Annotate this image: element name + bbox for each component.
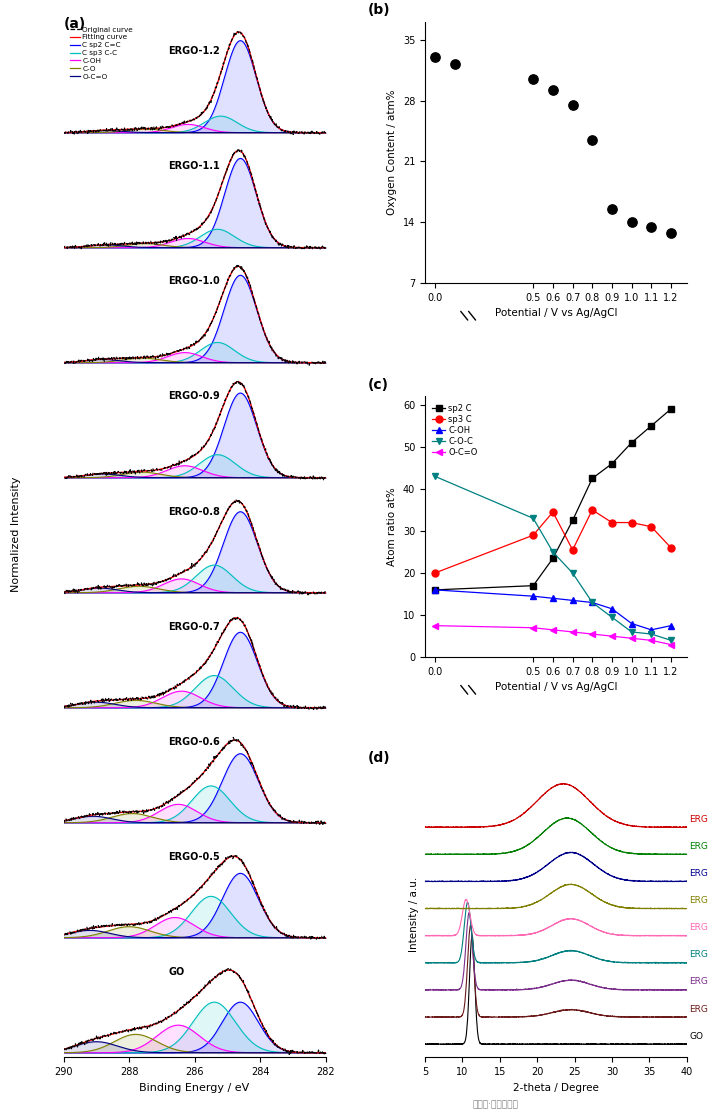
Text: ERGO-1.2: ERGO-1.2 xyxy=(689,815,708,824)
X-axis label: 2-theta / Degree: 2-theta / Degree xyxy=(513,1083,599,1093)
Text: ERGO-1.0: ERGO-1.0 xyxy=(169,276,220,286)
Y-axis label: Atom ratio at%: Atom ratio at% xyxy=(387,487,397,567)
C-OH xyxy=(627,617,636,630)
Text: ERGO-0.8: ERGO-0.8 xyxy=(689,923,708,933)
O-C=O xyxy=(627,631,636,644)
sp2 C xyxy=(569,514,577,528)
Text: ERGO-0.5: ERGO-0.5 xyxy=(169,851,220,861)
Y-axis label: Oxygen Content / atm%: Oxygen Content / atm% xyxy=(387,90,397,216)
Point xyxy=(646,218,657,236)
Text: (b): (b) xyxy=(367,3,390,18)
C-OH xyxy=(667,619,675,632)
sp2 C xyxy=(607,457,616,471)
Point xyxy=(429,48,440,66)
Text: ERGO-0.5: ERGO-0.5 xyxy=(689,1005,708,1014)
C-O-C xyxy=(569,567,577,580)
Text: ERGO-1.0: ERGO-1.0 xyxy=(689,869,708,878)
C-O-C xyxy=(588,595,597,609)
Y-axis label: Intensity / a.u.: Intensity / a.u. xyxy=(409,876,419,952)
sp3 C xyxy=(627,516,636,530)
O-C=O xyxy=(667,638,675,651)
C-O-C xyxy=(529,512,537,525)
sp3 C xyxy=(569,543,577,556)
Text: ERGO-0.8: ERGO-0.8 xyxy=(169,506,220,516)
Text: ERGO-0.7: ERGO-0.7 xyxy=(689,951,708,959)
C-O-C xyxy=(430,470,439,483)
Text: GO: GO xyxy=(169,966,185,976)
Line: O-C=O: O-C=O xyxy=(431,622,675,648)
X-axis label: Binding Energy / eV: Binding Energy / eV xyxy=(139,1083,250,1093)
sp3 C xyxy=(430,567,439,580)
C-O-C xyxy=(607,611,616,624)
C-OH xyxy=(647,623,656,637)
sp3 C xyxy=(529,529,537,542)
O-C=O xyxy=(588,628,597,641)
C-O-C xyxy=(667,633,675,647)
X-axis label: Potential / V vs Ag/AgCl: Potential / V vs Ag/AgCl xyxy=(495,308,617,318)
Point xyxy=(666,224,677,242)
Point xyxy=(449,55,460,72)
Text: ERGO-0.9: ERGO-0.9 xyxy=(169,392,220,402)
O-C=O xyxy=(430,619,439,632)
sp3 C xyxy=(647,520,656,533)
O-C=O xyxy=(529,621,537,634)
Point xyxy=(606,200,617,218)
sp3 C xyxy=(667,541,675,554)
Line: sp3 C: sp3 C xyxy=(431,506,675,577)
Point xyxy=(567,96,578,114)
sp3 C xyxy=(549,505,557,519)
Point xyxy=(527,70,539,88)
Text: ERGO-0.9: ERGO-0.9 xyxy=(689,896,708,905)
Text: ERGO-1.1: ERGO-1.1 xyxy=(169,161,220,171)
Text: ERGO-1.2: ERGO-1.2 xyxy=(169,47,220,57)
Text: (a): (a) xyxy=(64,17,86,31)
sp2 C xyxy=(588,472,597,485)
Text: Normalized Intensity: Normalized Intensity xyxy=(11,476,21,592)
C-OH xyxy=(569,593,577,607)
Text: (c): (c) xyxy=(367,377,389,392)
C-O-C xyxy=(647,628,656,641)
O-C=O xyxy=(647,633,656,647)
C-OH xyxy=(549,592,557,605)
C-OH xyxy=(607,602,616,615)
X-axis label: Potential / V vs Ag/AgCl: Potential / V vs Ag/AgCl xyxy=(495,682,617,692)
Text: ERGO-0.6: ERGO-0.6 xyxy=(169,737,220,747)
sp2 C xyxy=(647,420,656,433)
sp3 C xyxy=(607,516,616,530)
sp3 C xyxy=(588,503,597,516)
Legend: Original curve, Fitting curve, C sp2 C=C, C sp3 C-C, C-OH, C-O, O-C=O: Original curve, Fitting curve, C sp2 C=C… xyxy=(67,23,136,82)
Text: 公众号·石墨烯研究: 公众号·石墨烯研究 xyxy=(473,1101,518,1110)
Text: (d): (d) xyxy=(367,751,390,765)
Legend: sp2 C, sp3 C, C-OH, C-O-C, O-C=O: sp2 C, sp3 C, C-OH, C-O-C, O-C=O xyxy=(429,401,481,461)
Point xyxy=(587,130,598,148)
sp2 C xyxy=(430,583,439,597)
C-OH xyxy=(588,595,597,609)
sp2 C xyxy=(529,579,537,592)
C-OH xyxy=(430,583,439,597)
Line: sp2 C: sp2 C xyxy=(431,405,675,593)
sp2 C xyxy=(667,402,675,415)
Text: ERGO-0.7: ERGO-0.7 xyxy=(169,621,220,631)
O-C=O xyxy=(549,623,557,637)
sp2 C xyxy=(549,552,557,565)
Text: GO: GO xyxy=(689,1032,703,1041)
Point xyxy=(626,214,637,232)
sp2 C xyxy=(627,436,636,450)
O-C=O xyxy=(569,626,577,639)
O-C=O xyxy=(607,630,616,643)
Line: C-OH: C-OH xyxy=(431,587,675,633)
C-O-C xyxy=(549,545,557,559)
C-OH xyxy=(529,590,537,603)
Text: ERGO-1.1: ERGO-1.1 xyxy=(689,841,708,850)
Line: C-O-C: C-O-C xyxy=(431,473,675,643)
Point xyxy=(547,81,559,99)
Text: ERGO-0.6: ERGO-0.6 xyxy=(689,977,708,986)
C-O-C xyxy=(627,626,636,639)
